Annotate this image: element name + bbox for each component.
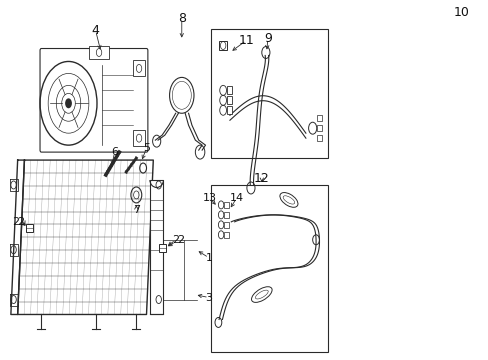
Text: 12: 12 bbox=[253, 171, 269, 185]
Text: 10: 10 bbox=[453, 6, 469, 19]
Text: 5: 5 bbox=[142, 143, 150, 153]
Text: 2: 2 bbox=[177, 235, 184, 245]
Bar bbox=[133, 130, 145, 146]
Text: 7: 7 bbox=[133, 205, 140, 215]
Bar bbox=[226, 106, 231, 114]
Text: 4: 4 bbox=[92, 24, 100, 37]
Text: 8: 8 bbox=[178, 12, 185, 25]
Text: 9: 9 bbox=[264, 32, 271, 45]
Bar bbox=[226, 96, 231, 104]
Text: 11: 11 bbox=[238, 34, 254, 47]
Bar bbox=[159, 244, 165, 252]
Text: 2: 2 bbox=[172, 235, 179, 245]
Text: 14: 14 bbox=[229, 193, 244, 203]
Bar bbox=[133, 60, 145, 76]
Bar bbox=[210, 28, 327, 158]
Bar bbox=[226, 86, 231, 94]
Circle shape bbox=[65, 98, 72, 108]
Text: 3: 3 bbox=[205, 293, 212, 302]
Bar bbox=[316, 115, 322, 121]
Bar bbox=[316, 125, 322, 131]
Bar bbox=[89, 45, 109, 59]
Bar bbox=[316, 135, 322, 141]
Bar bbox=[224, 222, 228, 228]
Bar bbox=[26, 224, 33, 232]
Text: 2: 2 bbox=[13, 217, 20, 227]
FancyBboxPatch shape bbox=[40, 49, 147, 152]
Bar bbox=[224, 232, 228, 238]
Bar bbox=[224, 212, 228, 218]
Bar bbox=[219, 41, 227, 50]
Bar bbox=[150, 180, 163, 315]
Bar bbox=[210, 185, 327, 352]
Text: 2: 2 bbox=[18, 217, 24, 227]
Bar bbox=[224, 202, 228, 208]
Text: 6: 6 bbox=[111, 147, 118, 157]
Text: 13: 13 bbox=[202, 193, 216, 203]
Text: 1: 1 bbox=[205, 253, 212, 263]
